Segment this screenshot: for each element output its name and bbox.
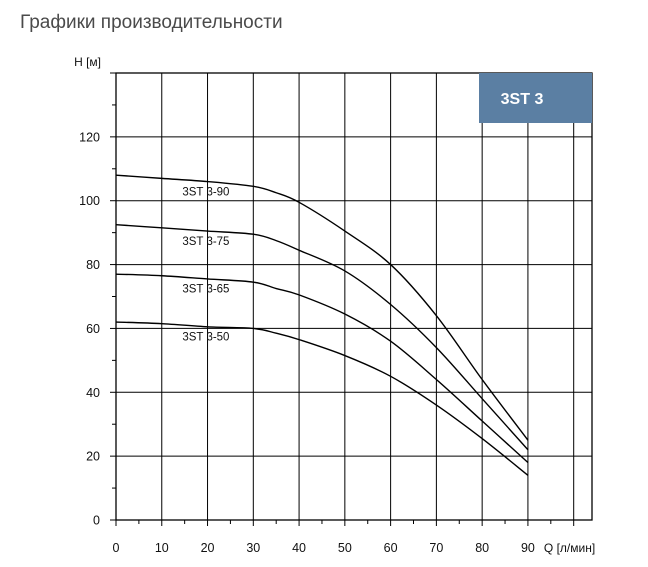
x-tick-label: 0 bbox=[113, 541, 120, 555]
tick-labels: 0 10 20 30 40 50 60 70 80 90 0 20 40 60 80 100 120 bbox=[79, 130, 535, 555]
y-axis-label: H [м] bbox=[74, 55, 101, 69]
series-line-1 bbox=[115, 174, 529, 441]
model-badge-background bbox=[479, 73, 592, 123]
series-label-4: 3ST 3-50 bbox=[182, 332, 229, 344]
y-tick-label: 40 bbox=[86, 386, 100, 400]
x-tick-label: 10 bbox=[155, 541, 169, 555]
y-tick-label: 0 bbox=[93, 514, 100, 528]
series-labels: 3ST 3-90 3ST 3-75 3ST 3-65 3ST 3-50 bbox=[182, 186, 229, 343]
plot-frame bbox=[115, 72, 593, 521]
series-line-3 bbox=[115, 273, 529, 464]
x-tick-label: 90 bbox=[521, 541, 535, 555]
y-tick-label: 120 bbox=[79, 130, 100, 144]
model-badge: 3ST 3 bbox=[479, 73, 592, 123]
x-tick-label: 30 bbox=[246, 541, 260, 555]
x-axis-label: Q [л/мин] bbox=[544, 541, 595, 555]
y-tick-label: 80 bbox=[86, 258, 100, 272]
series-line-2 bbox=[115, 223, 529, 451]
x-tick-label: 50 bbox=[338, 541, 352, 555]
y-tick-label: 100 bbox=[79, 194, 100, 208]
x-tick-label: 40 bbox=[292, 541, 306, 555]
y-tick-label: 20 bbox=[86, 450, 100, 464]
grid bbox=[110, 72, 593, 526]
series-line-4 bbox=[115, 321, 529, 476]
series-label-3: 3ST 3-65 bbox=[182, 284, 229, 296]
model-badge-text: 3ST 3 bbox=[501, 91, 544, 108]
x-tick-label: 70 bbox=[429, 541, 443, 555]
series-label-2: 3ST 3-75 bbox=[182, 236, 229, 248]
series-lines bbox=[115, 174, 529, 476]
x-tick-label: 20 bbox=[201, 541, 215, 555]
series-label-1: 3ST 3-90 bbox=[182, 186, 229, 198]
y-tick-label: 60 bbox=[86, 322, 100, 336]
x-tick-label: 80 bbox=[475, 541, 489, 555]
x-tick-label: 60 bbox=[384, 541, 398, 555]
page-title: Графики производительности bbox=[20, 12, 283, 33]
